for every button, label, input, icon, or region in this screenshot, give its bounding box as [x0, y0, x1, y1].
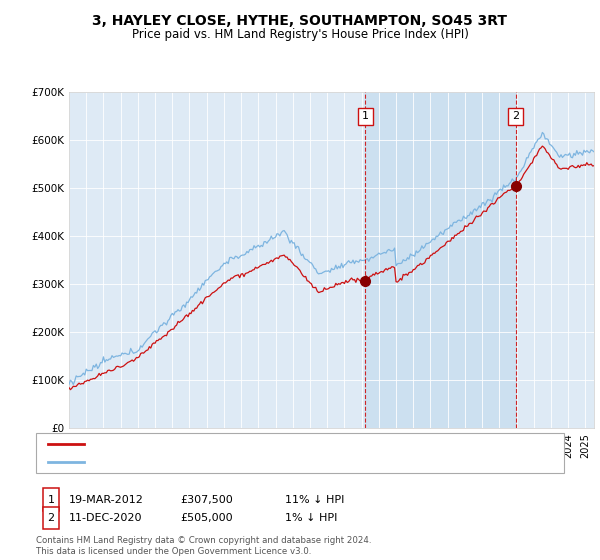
Text: 1: 1 [362, 111, 369, 122]
Text: £505,000: £505,000 [180, 513, 233, 523]
Text: 3, HAYLEY CLOSE, HYTHE, SOUTHAMPTON, SO45 3RT (detached house): 3, HAYLEY CLOSE, HYTHE, SOUTHAMPTON, SO4… [90, 439, 460, 449]
Text: 3, HAYLEY CLOSE, HYTHE, SOUTHAMPTON, SO45 3RT: 3, HAYLEY CLOSE, HYTHE, SOUTHAMPTON, SO4… [92, 14, 508, 28]
Text: HPI: Average price, detached house, New Forest: HPI: Average price, detached house, New … [90, 457, 341, 467]
Text: £307,500: £307,500 [180, 494, 233, 505]
Text: 2: 2 [512, 111, 520, 122]
Text: 11-DEC-2020: 11-DEC-2020 [69, 513, 143, 523]
Text: Price paid vs. HM Land Registry's House Price Index (HPI): Price paid vs. HM Land Registry's House … [131, 28, 469, 41]
Text: 1: 1 [47, 494, 55, 505]
Text: 2: 2 [47, 513, 55, 523]
Text: 19-MAR-2012: 19-MAR-2012 [69, 494, 144, 505]
Text: Contains HM Land Registry data © Crown copyright and database right 2024.
This d: Contains HM Land Registry data © Crown c… [36, 536, 371, 556]
Bar [365, 92, 516, 428]
Text: 1% ↓ HPI: 1% ↓ HPI [285, 513, 337, 523]
Text: 11% ↓ HPI: 11% ↓ HPI [285, 494, 344, 505]
